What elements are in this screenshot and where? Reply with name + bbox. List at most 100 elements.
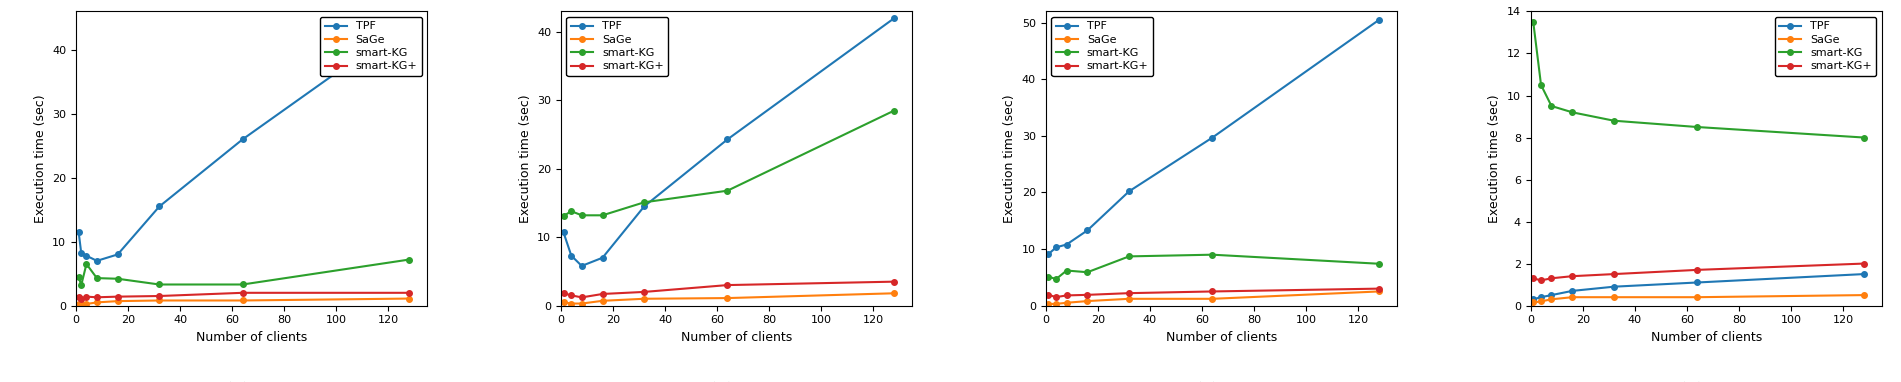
smart-KG+ [1540, 276, 1563, 280]
SaGe [148, 298, 171, 303]
X-axis label: Number of clients: Number of clients [1650, 331, 1762, 344]
smart-KG+ [1118, 291, 1141, 295]
smart-KG+ [1055, 293, 1078, 298]
SaGe [1046, 302, 1068, 306]
TPF [1076, 228, 1099, 233]
smart-KG+ [106, 295, 129, 299]
smart-KG+ [1036, 293, 1059, 297]
smart-KG [561, 209, 584, 214]
smart-KG [397, 257, 420, 262]
Line: smart-KG: smart-KG [76, 257, 413, 288]
smart-KG [70, 283, 93, 287]
TPF [591, 256, 614, 260]
TPF [551, 230, 574, 235]
Line: SaGe: SaGe [1530, 292, 1867, 305]
SaGe [717, 296, 739, 300]
Line: SaGe: SaGe [1046, 289, 1382, 307]
smart-KG [1036, 274, 1059, 279]
smart-KG [67, 275, 89, 279]
SaGe [882, 291, 905, 296]
Line: TPF: TPF [1530, 271, 1867, 302]
TPF [106, 252, 129, 257]
smart-KG [717, 188, 739, 193]
Legend: TPF, SaGe, smart-KG, smart-KG+: TPF, SaGe, smart-KG, smart-KG+ [1051, 17, 1154, 76]
Y-axis label: Execution time (sec): Execution time (sec) [34, 94, 48, 223]
smart-KG [1852, 135, 1874, 140]
SaGe [1036, 302, 1059, 306]
Line: smart-KG+: smart-KG+ [76, 290, 413, 302]
SaGe [1118, 296, 1141, 301]
smart-KG+ [1046, 295, 1068, 299]
smart-KG+ [882, 279, 905, 284]
smart-KG [148, 282, 171, 287]
X-axis label: Number of clients: Number of clients [1165, 331, 1277, 344]
Y-axis label: Execution time (sec): Execution time (sec) [519, 94, 532, 223]
SaGe [561, 301, 584, 306]
smart-KG [86, 276, 108, 280]
SaGe [1201, 296, 1224, 301]
smart-KG [570, 213, 593, 218]
smart-KG+ [1523, 276, 1546, 280]
smart-KG [1118, 254, 1141, 259]
smart-KG [1055, 268, 1078, 273]
TPF [1036, 252, 1059, 256]
smart-KG+ [633, 290, 656, 294]
SaGe [106, 299, 129, 303]
smart-KG+ [1686, 268, 1709, 272]
smart-KG [1046, 277, 1068, 281]
smart-KG+ [1852, 261, 1874, 266]
SaGe [1686, 295, 1709, 299]
smart-KG [1686, 125, 1709, 129]
TPF [1523, 297, 1546, 302]
TPF [717, 137, 739, 142]
SaGe [70, 302, 93, 307]
smart-KG+ [570, 295, 593, 300]
smart-KG+ [232, 291, 255, 295]
SaGe [1561, 295, 1584, 299]
Line: smart-KG+: smart-KG+ [1046, 286, 1382, 300]
SaGe [67, 301, 89, 306]
SaGe [1076, 299, 1099, 303]
smart-KG+ [1367, 286, 1390, 291]
Line: TPF: TPF [561, 16, 897, 269]
smart-KG+ [717, 283, 739, 287]
smart-KG [1603, 118, 1625, 123]
TPF [397, 19, 420, 23]
TPF [70, 251, 93, 256]
SaGe [1603, 295, 1625, 299]
smart-KG+ [591, 292, 614, 296]
smart-KG [74, 262, 97, 266]
smart-KG+ [1201, 289, 1224, 294]
TPF [1055, 242, 1078, 247]
TPF [1686, 280, 1709, 285]
smart-KG [1561, 110, 1584, 115]
SaGe [1852, 293, 1874, 298]
TPF [1540, 293, 1563, 298]
TPF [148, 204, 171, 209]
X-axis label: Number of clients: Number of clients [196, 331, 308, 344]
smart-KG+ [551, 291, 574, 296]
TPF [570, 264, 593, 268]
TPF [74, 253, 97, 258]
Y-axis label: Execution time (sec): Execution time (sec) [1004, 94, 1017, 223]
Line: TPF: TPF [1046, 17, 1382, 257]
smart-KG+ [561, 293, 584, 298]
TPF [633, 204, 656, 209]
SaGe [1523, 300, 1546, 305]
smart-KG [232, 282, 255, 287]
smart-KG+ [1603, 272, 1625, 277]
TPF [86, 259, 108, 263]
TPF [1201, 135, 1224, 140]
SaGe [1367, 289, 1390, 294]
SaGe [232, 298, 255, 303]
SaGe [397, 296, 420, 301]
TPF [1852, 272, 1874, 277]
smart-KG [882, 108, 905, 113]
smart-KG [1076, 270, 1099, 275]
SaGe [1055, 301, 1078, 305]
smart-KG+ [1076, 293, 1099, 297]
TPF [1118, 189, 1141, 194]
Line: TPF: TPF [76, 18, 413, 264]
TPF [561, 253, 584, 258]
TPF [882, 16, 905, 21]
